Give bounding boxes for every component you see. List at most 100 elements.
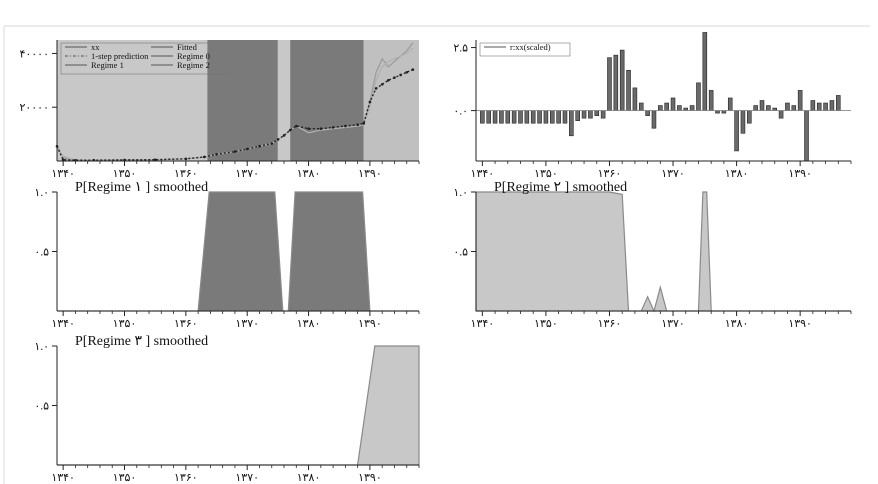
bar	[645, 110, 650, 116]
bar	[600, 110, 606, 119]
bar	[569, 110, 574, 137]
x-tick-label: ۱۳۴۰	[471, 168, 495, 180]
x-tick-label: ۱۳۶۰	[598, 168, 622, 180]
bar	[619, 49, 625, 111]
bar	[480, 110, 485, 124]
prediction-point	[344, 124, 347, 128]
y-tick-label: ۰.۵	[453, 247, 468, 259]
regime-0-band	[207, 40, 278, 161]
x-tick-label: ۱۳۸۰	[725, 318, 749, 330]
x-tick-label: ۱۳۷۰	[661, 168, 685, 180]
x-tick-label: ۱۳۹۰	[788, 168, 812, 180]
x-tick-label: ۱۳۵۰	[113, 168, 137, 180]
prediction-point	[405, 70, 409, 74]
x-tick-label: ۱۳۹۰	[358, 168, 382, 180]
prediction-point	[270, 142, 274, 145]
bar	[632, 87, 638, 111]
prediction-point	[356, 123, 359, 126]
x-tick-label: ۱۳۵۰	[113, 472, 137, 484]
bar	[556, 110, 561, 124]
bar	[651, 110, 657, 129]
legend-label: Regime 0	[177, 51, 210, 61]
x-tick-label: ۱۳۸۰	[297, 318, 321, 330]
y-tick-label: ۱.۰	[453, 187, 468, 199]
bar	[677, 105, 682, 111]
prediction-point	[258, 144, 261, 148]
bar	[492, 110, 498, 124]
bar	[537, 110, 542, 124]
bar	[804, 110, 809, 162]
bar	[588, 110, 593, 119]
prediction-point	[399, 73, 402, 77]
prediction-point	[362, 122, 366, 125]
prediction-point	[276, 138, 280, 141]
prediction-point	[215, 152, 218, 156]
chart-bottom-left: ۱۳۴۰ ۱۳۵۰ ۱۳۶۰ ۱۳۷۰ ۱۳۸۰ ۱۳۹۰ ۰.۵ ۱.۰ P[Regime ۳…	[34, 334, 420, 484]
prediction-point	[393, 76, 396, 79]
bar	[727, 97, 733, 111]
y-tick-label: ۰.۰	[453, 106, 468, 118]
x-tick-label: ۱۳۷۰	[235, 472, 259, 484]
x-tick-label: ۱۳۴۰	[51, 168, 75, 180]
prediction-point	[411, 68, 415, 71]
bar	[543, 110, 549, 124]
y-tick-label: ۱.۰	[34, 341, 49, 353]
legend-label: Regime 1	[91, 60, 124, 70]
legend-label: 1-step prediction	[91, 51, 149, 61]
x-tick-label: ۱۳۶۰	[174, 472, 198, 484]
regime-1-band	[57, 40, 208, 161]
prediction-point	[61, 158, 65, 161]
bar	[810, 100, 816, 111]
prediction-point	[282, 134, 286, 137]
chart-middle-right: ۱۳۴۰ ۱۳۵۰ ۱۳۶۰ ۱۳۷۰ ۱۳۸۰ ۱۳۹۰ ۰.۵ ۱.۰ P[Regime ۲…	[453, 180, 852, 330]
bar	[530, 110, 536, 124]
chart-middle-left: ۱۳۴۰ ۱۳۵۰ ۱۳۶۰ ۱۳۷۰ ۱۳۸۰ ۱۳۹۰ ۰.۵ ۱.۰ P[Regime ۱…	[34, 180, 420, 330]
bar	[664, 102, 669, 111]
bar	[486, 110, 491, 124]
bar	[626, 69, 631, 111]
chart-title: P[Regime ۲ ] smoothed	[494, 180, 627, 195]
bar	[638, 102, 644, 111]
bar	[562, 110, 568, 124]
bar	[816, 102, 822, 111]
x-tick-label: ۱۳۶۰	[174, 318, 198, 330]
bar	[518, 110, 523, 124]
bar	[658, 105, 663, 111]
x-tick-label: ۱۳۹۰	[358, 472, 382, 484]
bar	[499, 110, 504, 124]
bar	[594, 110, 600, 116]
bar	[734, 110, 739, 152]
chart-top-right: ۱۳۴۰ ۱۳۵۰ ۱۳۶۰ ۱۳۷۰ ۱۳۸۰ ۱۳۹۰ ۰.۰ ۲.۵ r:xx(scale…	[453, 32, 852, 180]
prediction-point	[184, 157, 188, 161]
prediction-point	[374, 87, 378, 90]
bar	[550, 110, 555, 124]
prediction-point	[288, 128, 292, 132]
x-tick-label: ۱۳۹۰	[358, 318, 382, 330]
legend-label: xx	[91, 42, 100, 52]
prediction-point	[380, 83, 384, 86]
bar	[702, 32, 708, 111]
x-tick-label: ۱۳۷۰	[235, 318, 259, 330]
prediction-point	[202, 155, 206, 159]
bar	[753, 105, 758, 111]
regime-2-band	[363, 40, 419, 161]
prediction-point	[387, 79, 390, 82]
bar	[785, 102, 790, 111]
x-tick-label: ۱۳۵۰	[113, 318, 137, 330]
chart-title: P[Regime ۱ ] smoothed	[75, 180, 208, 195]
x-tick-label: ۱۳۴۰	[471, 318, 495, 330]
bar	[607, 57, 612, 111]
prediction-point	[153, 158, 157, 161]
chart-title: P[Regime ۳ ] smoothed	[75, 334, 208, 349]
bar	[581, 110, 587, 119]
bar	[778, 110, 784, 119]
x-tick-label: ۱۳۶۰	[174, 168, 198, 180]
bar	[829, 100, 835, 111]
x-tick-label: ۱۳۵۰	[534, 168, 558, 180]
bar	[797, 90, 803, 111]
x-tick-label: ۱۳۷۰	[661, 318, 685, 330]
probability-area	[475, 191, 851, 313]
x-tick-label: ۱۳۴۰	[51, 472, 75, 484]
prediction-point	[307, 127, 310, 131]
